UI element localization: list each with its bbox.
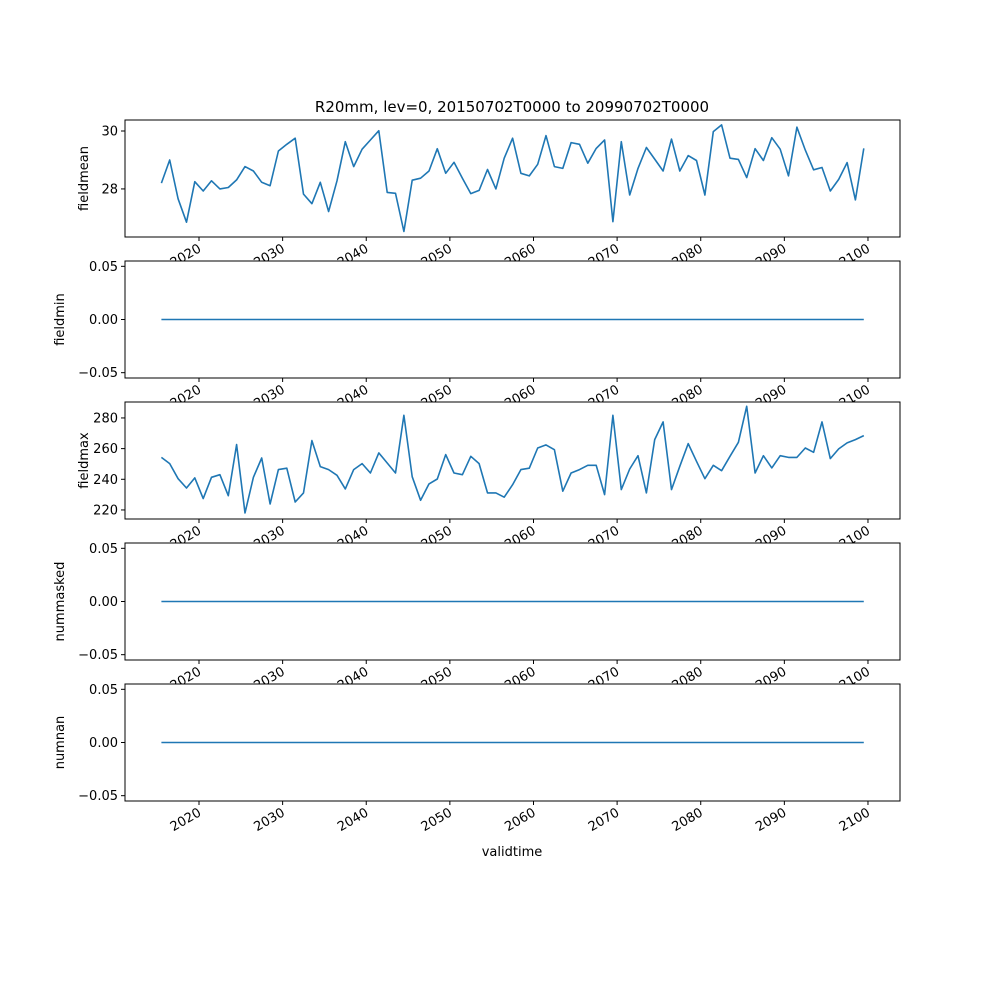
y-tick-label: 28 [101, 182, 118, 197]
data-line-fieldmax [160, 405, 865, 514]
y-tick-label: 280 [93, 411, 118, 426]
y-tick-label: −0.05 [78, 789, 118, 804]
y-tick-label: 0.00 [89, 595, 118, 610]
y-tick-label: 0.05 [89, 260, 118, 275]
y-tick-label: 220 [93, 503, 118, 518]
y-tick-label: −0.05 [78, 366, 118, 381]
x-tick-label: 2100 [837, 805, 873, 835]
y-axis-label: numnan [53, 716, 68, 770]
y-axis-label: fieldmin [53, 293, 68, 346]
y-tick-label: 0.00 [89, 736, 118, 751]
axes-frame [124, 401, 901, 520]
y-tick-label: 0.05 [89, 683, 118, 698]
x-tick-label: 2020 [168, 805, 204, 835]
x-tick-label: 2060 [502, 805, 538, 835]
chart-title: R20mm, lev=0, 20150702T0000 to 20990702T… [315, 98, 709, 116]
y-tick-label: 30 [101, 125, 118, 140]
x-tick-label: 2050 [419, 805, 455, 835]
y-tick-label: 260 [93, 442, 118, 457]
plot-area [125, 402, 900, 519]
data-line-fieldmean [160, 124, 865, 233]
x-tick-label: 2030 [251, 805, 287, 835]
x-axis-label: validtime [482, 845, 543, 860]
x-tick-label: 2070 [586, 805, 622, 835]
y-tick-label: 0.05 [89, 542, 118, 557]
x-tick-label: 2080 [670, 805, 706, 835]
y-tick-label: −0.05 [78, 648, 118, 663]
y-tick-label: 240 [93, 473, 118, 488]
x-tick-label: 2040 [335, 805, 371, 835]
y-axis-label: fieldmean [77, 146, 92, 211]
axes-frame [124, 119, 901, 238]
x-tick-label: 2090 [753, 805, 789, 835]
y-axis-label: fieldmax [77, 432, 92, 489]
subplot-numnan: −0.05 0.00 0.05 numnan 2020 2030 2040 2050 2060 2… [53, 683, 901, 835]
y-tick-label: 0.00 [89, 313, 118, 328]
y-axis-label: nummasked [53, 562, 68, 642]
